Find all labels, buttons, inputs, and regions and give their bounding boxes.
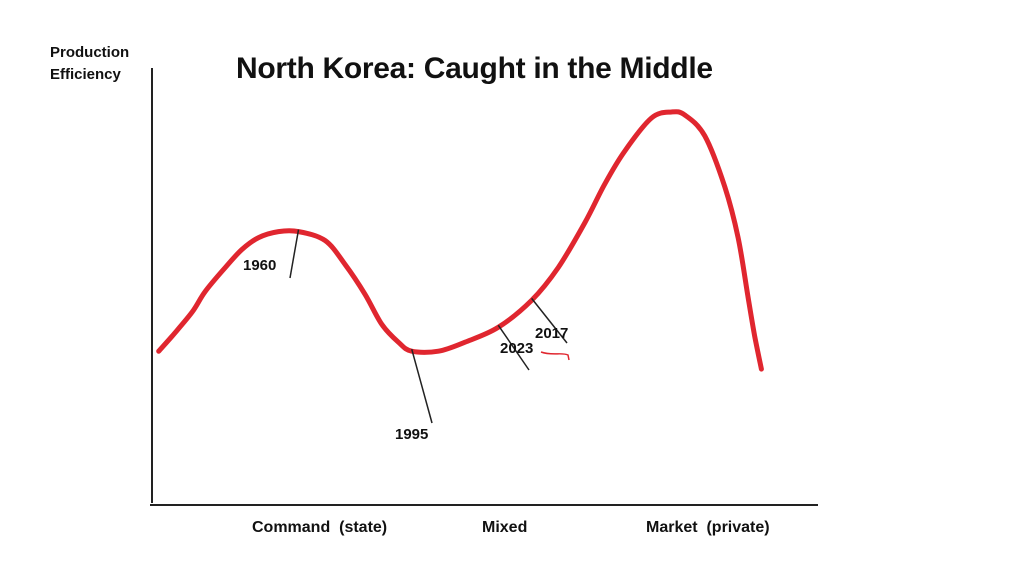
annotation-1995: 1995 [395,426,429,443]
annotation-bracket [540,351,570,361]
annotation-leader-1995 [411,349,433,424]
y-axis-label-line-2: Efficiency [50,66,121,83]
y-axis-label: Production Efficiency [50,42,129,86]
x-tick-mixed: Mixed [482,519,528,536]
annotation-1960: 1960 [243,257,277,274]
annotation-leader-2023 [497,324,530,371]
annotation-2023: 2023 [500,340,534,357]
x-tick-command: Command (state) [252,519,388,536]
annotation-leader-1960 [289,229,300,279]
series-line-0 [156,109,764,372]
y-axis-label-line-1: Production [50,44,130,61]
annotation-2017: 2017 [535,325,569,342]
annotation-leader-2017 [531,297,568,344]
x-tick-market: Market (private) [646,519,770,536]
chart-title: North Korea: Caught in the Middle [236,52,713,85]
